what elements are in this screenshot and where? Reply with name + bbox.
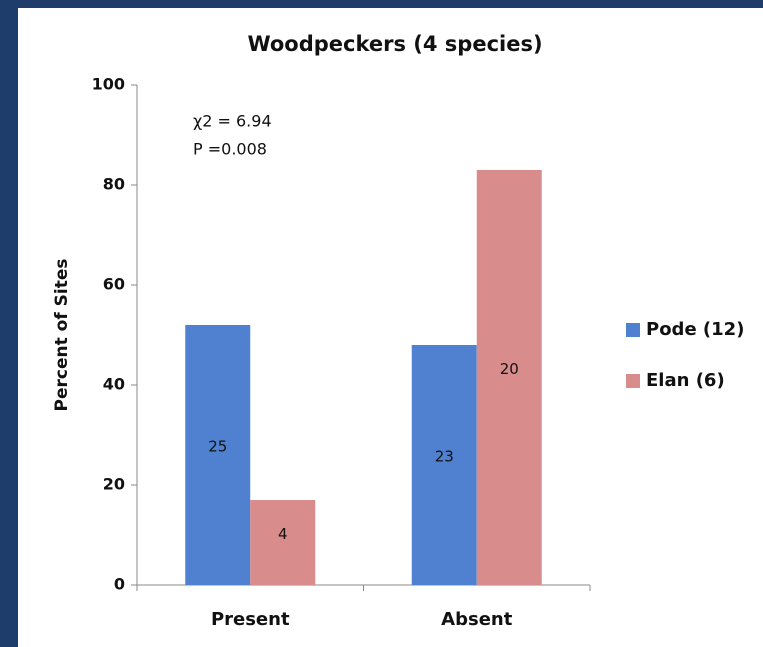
x-tick-label: Present (211, 609, 290, 630)
legend-swatch (626, 323, 640, 337)
y-tick-label: 60 (103, 275, 125, 294)
bar (185, 325, 251, 585)
y-axis-label: Percent of Sites (52, 259, 72, 412)
y-tick-label: 20 (103, 475, 125, 494)
bar (476, 170, 542, 585)
bar (411, 345, 477, 585)
annotation: P =0.008 (193, 140, 267, 159)
bar (250, 500, 316, 585)
y-tick-label: 0 (114, 575, 125, 594)
x-tick-label: Absent (441, 609, 513, 630)
count-label: 20 (500, 360, 519, 378)
count-label: 4 (278, 525, 288, 543)
chart-title: Woodpeckers (4 species) (247, 32, 542, 56)
count-label: 25 (208, 438, 227, 456)
y-tick-label: 80 (103, 175, 125, 194)
count-label: 23 (435, 448, 454, 466)
y-tick-label: 100 (92, 75, 125, 94)
legend-swatch (626, 374, 640, 388)
legend-label: Elan (6) (646, 370, 725, 391)
annotation: χ2 = 6.94 (193, 112, 272, 131)
y-tick-label: 40 (103, 375, 125, 394)
legend-label: Pode (12) (646, 319, 744, 340)
